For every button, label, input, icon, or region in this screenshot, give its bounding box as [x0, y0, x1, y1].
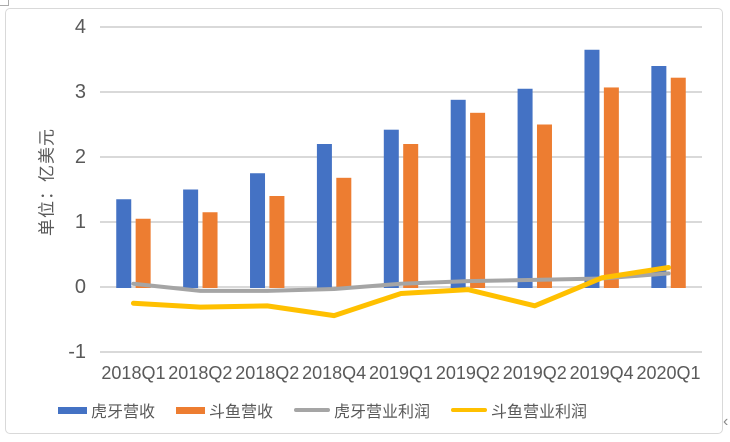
selection-handle-artifact — [0, 0, 9, 6]
legend-item: 斗鱼营业利润 — [451, 398, 587, 422]
bar-虎牙营收 — [450, 99, 466, 288]
legend-item: 虎牙营业利润 — [294, 398, 430, 422]
x-tick-label: 2018Q1 — [101, 363, 166, 383]
x-tick-label: 2018Q2 — [168, 363, 233, 383]
bar-斗鱼营收 — [202, 212, 218, 288]
legend-label: 虎牙营收 — [91, 404, 156, 421]
bar-斗鱼营收 — [603, 87, 619, 288]
y-tick-label: 1 — [74, 211, 86, 233]
legend-label: 斗鱼营业利润 — [491, 404, 588, 421]
bar-虎牙营收 — [383, 129, 399, 288]
y-tick-label: -1 — [68, 341, 86, 363]
bar-斗鱼营收 — [403, 144, 419, 288]
bar-斗鱼营收 — [135, 218, 151, 288]
line-虎牙营业利润 — [131, 271, 671, 293]
x-tick-label: 2020Q1 — [636, 363, 701, 383]
bar-斗鱼营收 — [670, 77, 686, 288]
legend-bar-swatch — [58, 406, 87, 414]
legend-bar-swatch — [176, 406, 206, 414]
legend-line-swatch — [294, 408, 331, 412]
bar-虎牙营收 — [517, 88, 533, 288]
legend-line-swatch — [451, 408, 488, 412]
bar-斗鱼营收 — [470, 112, 486, 288]
bar-虎牙营收 — [316, 144, 332, 288]
bar-斗鱼营收 — [269, 196, 285, 288]
legend-item: 斗鱼营收 — [176, 398, 273, 422]
legend-label: 虎牙营业利润 — [334, 404, 431, 421]
legend-label: 斗鱼营收 — [209, 404, 274, 421]
bar-虎牙营收 — [651, 66, 667, 288]
bar-斗鱼营收 — [336, 177, 352, 288]
y-tick-label: 4 — [74, 16, 86, 38]
x-tick-label: 2018Q2 — [235, 363, 300, 383]
bar-虎牙营收 — [116, 199, 132, 288]
bar-虎牙营收 — [250, 173, 266, 288]
y-tick-label: 0 — [74, 276, 86, 298]
chart-legend: 虎牙营收 斗鱼营收 虎牙营业利润 斗鱼营业利润 — [58, 397, 587, 423]
x-tick-label: 2018Q4 — [302, 363, 367, 383]
cursor-artifact: ‹ — [723, 413, 729, 430]
y-tick-label: 2 — [74, 146, 86, 168]
x-tick-label: 2019Q4 — [569, 363, 634, 383]
bar-斗鱼营收 — [536, 124, 552, 288]
y-tick-label: 3 — [74, 81, 86, 103]
x-tick-label: 2019Q2 — [435, 363, 500, 383]
x-tick-label: 2019Q1 — [368, 363, 434, 383]
bar-虎牙营收 — [183, 189, 199, 288]
legend-item: 虎牙营收 — [58, 398, 155, 422]
x-tick-label: 2019Q2 — [502, 363, 567, 383]
bar-虎牙营收 — [584, 49, 600, 288]
line-斗鱼营业利润 — [130, 265, 672, 319]
